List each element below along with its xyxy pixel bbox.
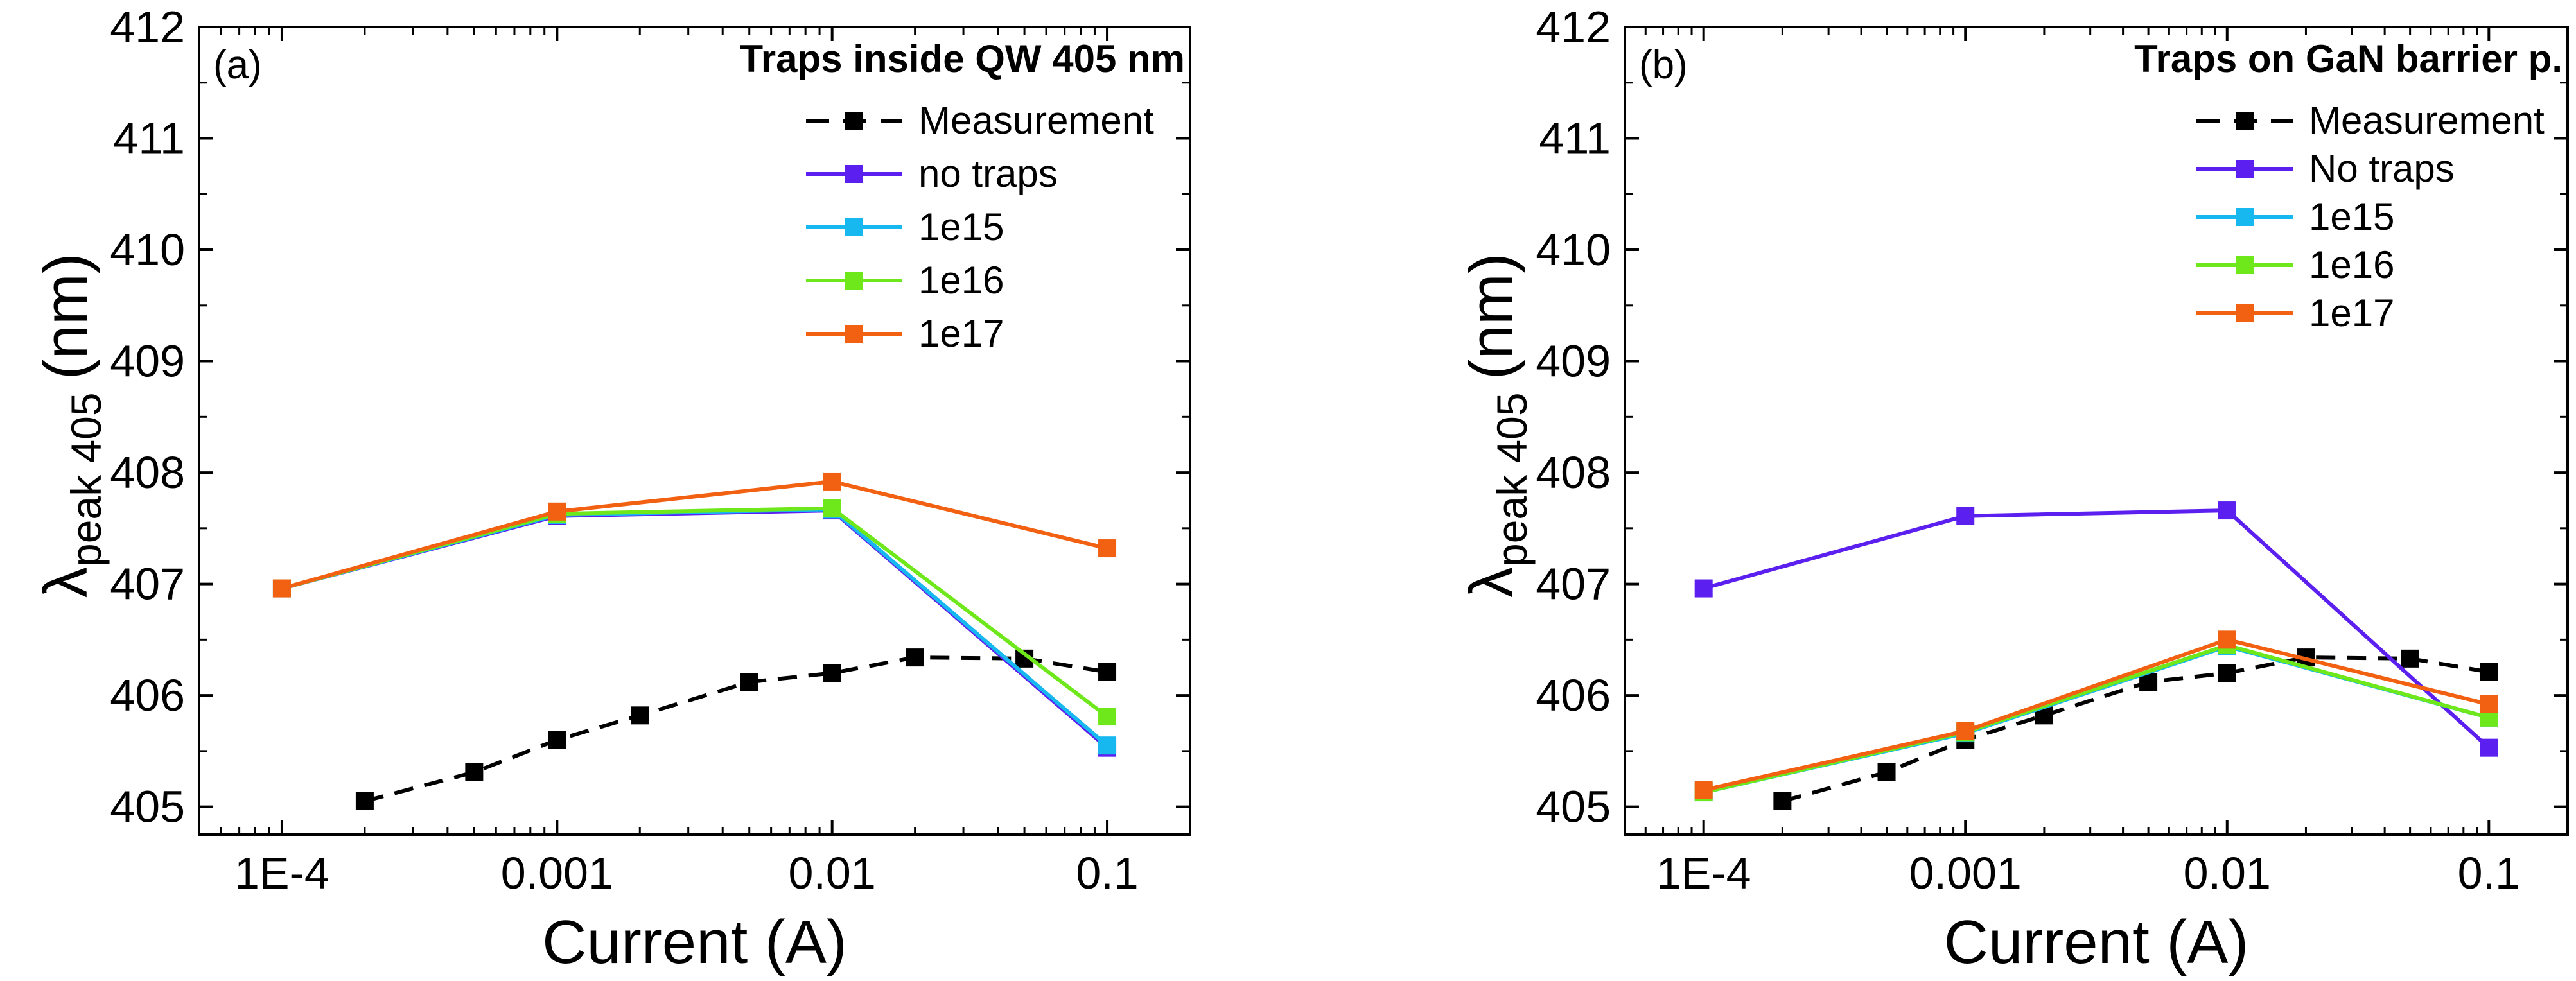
data-point-4-3 xyxy=(1098,539,1117,558)
data-point-0-8 xyxy=(1098,663,1117,681)
data-point-4-3 xyxy=(2480,695,2498,713)
x-tick-label: 0.001 xyxy=(1909,848,2022,898)
y-tick-label: 410 xyxy=(110,225,185,275)
y-tick-label: 407 xyxy=(110,559,185,609)
y-tick-label: 412 xyxy=(110,2,185,52)
x-tick-label: 1E-4 xyxy=(1656,848,1751,898)
data-point-0-0 xyxy=(1773,792,1792,810)
x-tick-label: 0.1 xyxy=(2458,848,2520,898)
data-point-4-2 xyxy=(823,472,841,490)
y-tick-label: 409 xyxy=(1536,336,1611,386)
legend-entry-3: 1e16 xyxy=(2309,243,2394,286)
y-tick-label: 409 xyxy=(110,336,185,386)
y-axis-label-unit: (nm) xyxy=(1457,253,1526,379)
legend-marker-1 xyxy=(2236,160,2254,178)
y-tick-label: 408 xyxy=(110,447,185,498)
plot-frame xyxy=(198,26,1191,836)
series-line-2 xyxy=(281,507,1108,747)
data-point-0-1 xyxy=(465,763,484,781)
legend-marker-3 xyxy=(2236,256,2254,274)
legend-entry-3: 1e16 xyxy=(918,259,1004,302)
data-point-0-6 xyxy=(906,648,924,667)
y-tick-label: 405 xyxy=(110,782,185,832)
x-tick-label: 1E-4 xyxy=(234,848,329,898)
data-point-0-7 xyxy=(2401,649,2419,668)
y-tick-label: 405 xyxy=(1536,782,1611,832)
legend-title: Traps on GaN barrier p. xyxy=(2134,37,2563,80)
data-point-0-1 xyxy=(1877,763,1896,781)
x-axis-label: Current (A) xyxy=(542,908,847,977)
data-point-0-8 xyxy=(2480,663,2498,681)
legend-entry-2: 1e15 xyxy=(2309,195,2394,238)
data-point-0-2 xyxy=(548,731,566,749)
data-point-4-2 xyxy=(2218,630,2236,649)
legend-marker-3 xyxy=(845,272,863,290)
series-line-1 xyxy=(281,508,1108,749)
data-point-0-5 xyxy=(823,664,841,682)
data-point-1-1 xyxy=(1956,507,1975,525)
y-axis-label-symbol: λ xyxy=(31,567,100,598)
series-line-3 xyxy=(281,506,1108,718)
series-line-4 xyxy=(281,480,1108,591)
y-axis-label-symbol: λ xyxy=(1457,567,1526,598)
data-point-4-1 xyxy=(548,502,566,521)
legend-marker-0 xyxy=(2236,112,2254,130)
legend-entry-1: No traps xyxy=(2309,147,2455,190)
y-tick-label: 406 xyxy=(1536,670,1611,720)
data-point-1-2 xyxy=(2218,501,2236,520)
data-point-0-3 xyxy=(631,706,649,725)
y-tick-label: 407 xyxy=(1536,559,1611,609)
series-line-3 xyxy=(1703,643,2490,795)
chart-panel-a: 405 406 407 408 409 410 411 412 1E-4 0.001 0.01 0.1… xyxy=(31,2,1191,977)
y-axis-label: λpeak 405 (nm) xyxy=(31,253,110,598)
panel-label: (a) xyxy=(213,43,262,87)
legend-marker-4 xyxy=(2236,304,2254,322)
legend-entry-2: 1e15 xyxy=(918,205,1004,248)
data-point-1-3 xyxy=(2480,738,2498,757)
data-point-0-5 xyxy=(2218,664,2236,682)
y-tick-label: 411 xyxy=(113,114,185,164)
y-tick-label: 408 xyxy=(1536,447,1611,498)
legend-entry-1: no traps xyxy=(918,152,1058,195)
x-tick-label: 0.01 xyxy=(789,848,876,898)
x-tick-label: 0.01 xyxy=(2184,848,2271,898)
series-line-1 xyxy=(1703,508,2491,749)
data-point-4-1 xyxy=(1956,722,1975,740)
y-tick-label: 411 xyxy=(1539,114,1611,164)
y-tick-label: 410 xyxy=(1536,225,1611,275)
legend-marker-2 xyxy=(845,218,863,236)
legend-marker-2 xyxy=(2236,208,2254,226)
series-line-2 xyxy=(1703,644,2490,795)
legend-entry-4: 1e17 xyxy=(918,312,1004,355)
y-axis-label-subscript: peak 405 xyxy=(62,392,110,567)
data-point-4-0 xyxy=(1694,781,1713,799)
data-point-4-0 xyxy=(272,579,291,598)
x-axis-label: Current (A) xyxy=(1944,908,2249,977)
series-line-4 xyxy=(1703,638,2490,792)
y-tick-label: 412 xyxy=(1536,2,1611,52)
legend-marker-0 xyxy=(845,112,863,130)
data-point-0-0 xyxy=(355,792,374,810)
y-axis-label-unit: (nm) xyxy=(31,253,100,379)
legend-entry-0: Measurement xyxy=(2309,99,2545,142)
legend-title: Traps inside QW 405 nm xyxy=(739,37,1185,80)
y-axis-label-subscript: peak 405 xyxy=(1488,392,1536,567)
data-point-0-4 xyxy=(740,673,758,691)
legend-marker-4 xyxy=(845,325,863,343)
y-axis-label: λpeak 405 (nm) xyxy=(1457,253,1536,598)
y-tick-label: 406 xyxy=(110,670,185,720)
data-point-3-2 xyxy=(823,499,841,517)
data-point-3-3 xyxy=(1098,708,1117,726)
plot-frame xyxy=(1624,26,2569,836)
chart-panel-b: 405 406 407 408 409 410 411 412 1E-4 0.001 0.01 0.1… xyxy=(1457,2,2569,977)
panel-label: (b) xyxy=(1639,43,1688,87)
data-point-2-3 xyxy=(1098,736,1117,755)
x-tick-label: 0.001 xyxy=(501,848,613,898)
x-tick-label: 0.1 xyxy=(1076,848,1138,898)
data-point-1-0 xyxy=(1694,579,1713,598)
legend-entry-4: 1e17 xyxy=(2309,291,2394,334)
legend-marker-1 xyxy=(845,165,863,183)
legend-entry-0: Measurement xyxy=(918,99,1154,142)
